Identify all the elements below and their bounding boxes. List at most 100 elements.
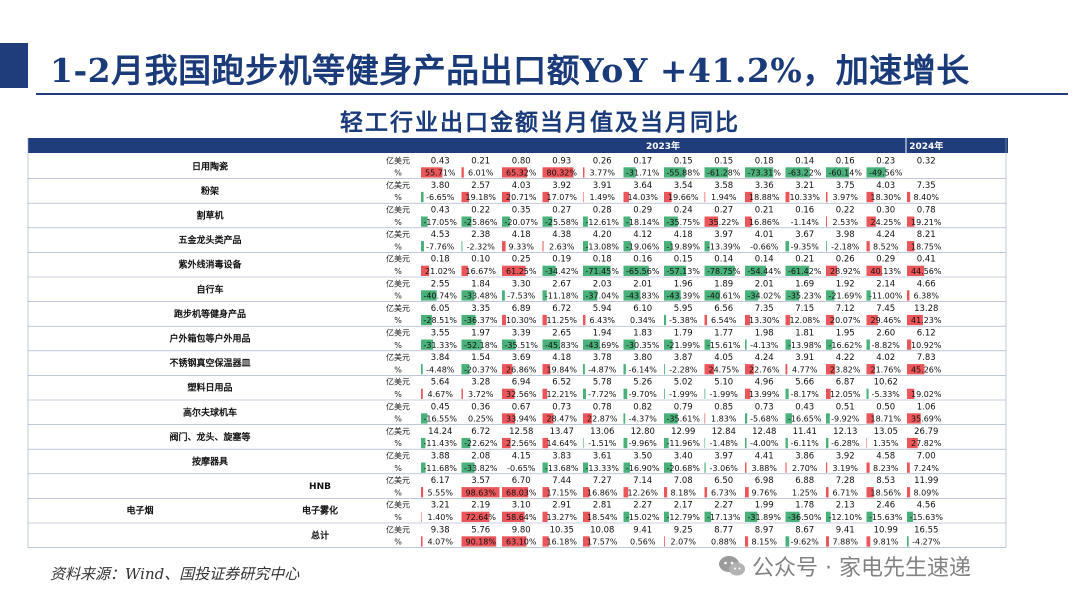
value-cell: 4.58 (876, 452, 895, 462)
value-cell: 5.78 (593, 378, 612, 388)
unit-label: 亿美元 (386, 401, 410, 411)
yoy-cell: -21.69% (829, 292, 863, 301)
yoy-bar-negative (745, 339, 747, 350)
value-cell: 0.27 (552, 206, 571, 216)
value-cell: 12.48 (752, 427, 776, 437)
value-cell: 1.69 (795, 279, 814, 289)
yoy-cell: 3.72% (468, 390, 494, 399)
yoy-bar-negative (704, 388, 706, 399)
value-cell: 5.76 (471, 525, 490, 535)
yoy-cell: 3.19% (833, 464, 859, 473)
value-cell: 7.83 (917, 353, 936, 363)
yoy-bar-positive (542, 487, 550, 498)
value-cell: 2.08 (471, 452, 490, 462)
yoy-bar-negative (583, 290, 598, 301)
yoy-cell: 1.83% (711, 415, 737, 424)
yoy-bar-positive (502, 314, 506, 326)
yoy-cell: -1.51% (588, 439, 617, 448)
value-cell: 5.26 (633, 378, 652, 388)
yoy-bar-positive (502, 536, 527, 547)
yoy-bar-negative (704, 511, 712, 522)
value-cell: 4.18 (552, 353, 571, 363)
value-cell: 0.43 (431, 206, 450, 216)
value-cell: 0.15 (714, 156, 733, 166)
value-cell: 0.29 (633, 206, 652, 216)
accent-bar (0, 43, 28, 88)
value-cell: 5.64 (431, 378, 450, 388)
value-cell: 13.05 (874, 427, 898, 437)
year-header: 2024年 (909, 140, 943, 152)
yoy-bar-positive (907, 339, 912, 350)
yoy-bar-negative (583, 388, 586, 399)
yoy-bar-negative (907, 536, 909, 547)
yoy-bar-negative (907, 511, 914, 522)
value-cell: 4.24 (876, 230, 895, 240)
unit-label: % (394, 341, 402, 350)
yoy-cell: 1.94% (711, 193, 737, 202)
yoy-cell: -16.90% (626, 464, 660, 473)
value-cell: 1.92 (836, 279, 855, 289)
yoy-bar-positive (907, 314, 923, 326)
value-cell: 1.96 (674, 279, 693, 289)
yoy-bar-negative (785, 388, 789, 399)
yoy-bar-positive (704, 191, 706, 203)
yoy-bar-negative (745, 265, 766, 276)
yoy-cell: -78.75% (707, 267, 741, 276)
value-cell: 4.01 (755, 230, 774, 240)
value-cell: 3.61 (593, 452, 612, 462)
value-cell: 0.78 (917, 206, 936, 216)
yoy-cell: -4.48% (426, 365, 455, 374)
yoy-cell: 18.54% (587, 513, 618, 522)
yoy-cell: 8.23% (873, 464, 899, 473)
yoy-bar-negative (461, 364, 470, 375)
value-cell: 2.03 (593, 279, 612, 289)
row-label: 电子雾化 (302, 505, 338, 517)
yoy-cell: -15.63% (910, 513, 944, 522)
yoy-cell: -63.22% (788, 169, 822, 178)
unit-label: 亿美元 (386, 155, 410, 165)
value-cell: 3.35 (471, 304, 490, 314)
yoy-cell: 19.66% (668, 193, 699, 202)
value-cell: 0.73 (552, 402, 571, 412)
yoy-bar-positive (502, 437, 511, 449)
value-cell: 0.73 (755, 402, 774, 412)
yoy-cell: 24.75% (708, 365, 739, 374)
value-cell: 1.06 (917, 402, 936, 412)
yoy-bar-positive (745, 216, 752, 227)
unit-label: 亿美元 (386, 205, 410, 215)
yoy-bar-positive (502, 241, 506, 252)
yoy-cell: 8.15% (752, 538, 778, 547)
value-cell: 3.69 (512, 353, 531, 363)
yoy-cell: -52.18% (464, 341, 498, 350)
value-cell: 0.78 (593, 402, 612, 412)
group-label: 电子烟 (126, 505, 153, 517)
value-cell: 6.17 (431, 476, 450, 486)
value-cell: 8.77 (714, 525, 733, 535)
yoy-cell: 8.18% (671, 488, 697, 497)
unit-label: 亿美元 (386, 229, 410, 239)
value-cell: 6.98 (755, 476, 774, 486)
yoy-bar-negative (704, 437, 706, 449)
value-cell: 0.22 (471, 206, 490, 216)
value-cell: 0.43 (431, 156, 450, 166)
value-cell: 0.14 (755, 255, 774, 265)
yoy-cell: -2.18% (831, 242, 860, 251)
yoy-bar-negative (745, 437, 747, 449)
yoy-bar-negative (623, 339, 636, 350)
yoy-cell: 2.63% (549, 242, 575, 251)
yoy-cell: -13.08% (586, 242, 620, 251)
value-cell: 12.13 (833, 427, 857, 437)
yoy-cell: -5.33% (872, 390, 901, 399)
yoy-bar-negative (866, 167, 886, 178)
yoy-bar-negative (623, 388, 628, 399)
yoy-bar-positive (542, 388, 548, 399)
yoy-bar-positive (907, 388, 915, 399)
yoy-cell: -4.00% (750, 439, 779, 448)
yoy-cell: 33.94% (506, 415, 537, 424)
yoy-cell: 26.86% (506, 365, 537, 374)
row-label: 日用陶瓷 (192, 160, 228, 172)
value-cell: 5.94 (593, 304, 612, 314)
value-cell: 0.79 (674, 402, 693, 412)
yoy-bar-positive (907, 413, 921, 424)
yoy-bar-positive (542, 191, 550, 203)
